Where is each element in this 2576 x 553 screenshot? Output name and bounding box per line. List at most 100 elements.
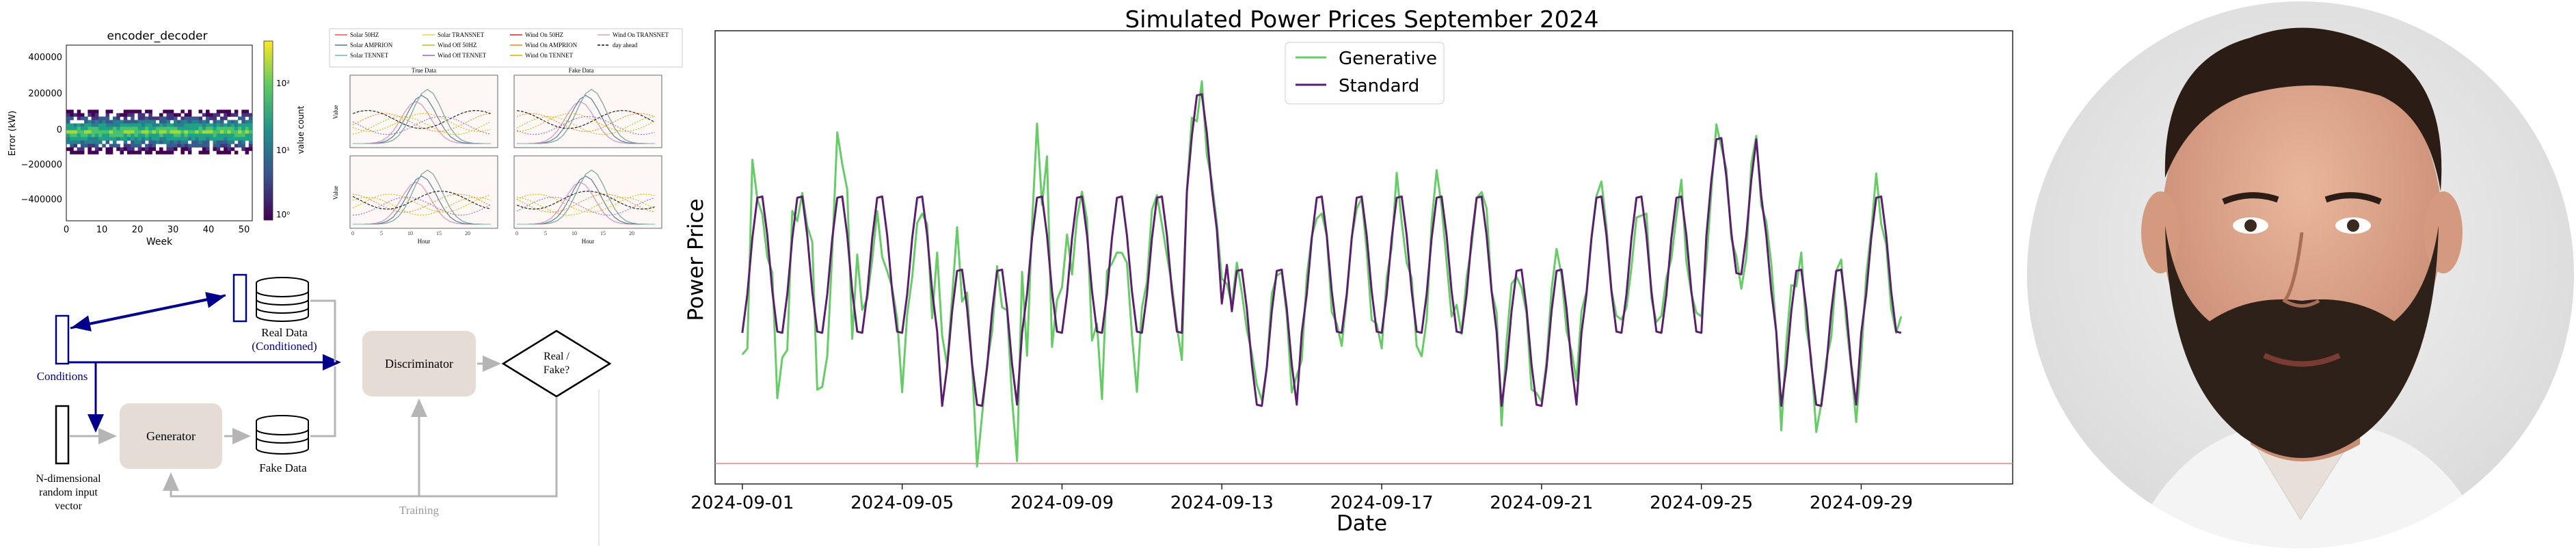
heatmap-cell xyxy=(80,126,85,131)
heatmap-cell xyxy=(94,147,99,151)
heatmap-cell xyxy=(137,144,142,148)
heatmap-cell xyxy=(180,133,185,137)
heatmap-cell xyxy=(241,126,245,131)
heatmap-cell xyxy=(98,123,103,127)
heatmap-cell xyxy=(134,137,138,141)
ts-legend-label: Wind Off TENNET xyxy=(438,52,487,59)
heatmap-cell xyxy=(102,123,106,127)
heatmap-cell xyxy=(206,133,210,137)
ts-series-line xyxy=(517,89,655,144)
heatmap-cell xyxy=(70,126,74,131)
generator-box xyxy=(120,403,222,469)
heatmap-cell xyxy=(170,133,174,137)
heatmap-cell xyxy=(77,116,81,120)
gan-diagram-panel: Conditions Real Data (Conditioned) N-dim… xyxy=(21,260,622,547)
heatmap-cell xyxy=(116,144,120,148)
heatmap-cell xyxy=(206,116,210,120)
heatmap-chart: encoder_decoder 400000 200000 0 −200000 … xyxy=(8,29,306,247)
heatmap-cell xyxy=(173,120,178,124)
heatmap-cell xyxy=(245,147,250,151)
heatmap-cell xyxy=(202,150,206,154)
heatmap-cell xyxy=(141,140,146,144)
heatmap-cell xyxy=(238,144,242,148)
gan-diagram: Conditions Real Data (Conditioned) N-dim… xyxy=(36,273,612,545)
heatmap-cell xyxy=(216,109,221,113)
heatmap-cell xyxy=(84,140,88,144)
heatmap-cell xyxy=(173,130,178,134)
ts-col-title: True Data xyxy=(412,67,436,74)
heatmap-cell xyxy=(227,126,231,131)
heatmap-cell xyxy=(224,150,228,154)
heatmap-cell xyxy=(224,147,228,151)
heatmap-cell xyxy=(219,130,224,134)
heatmap-cell xyxy=(113,140,117,144)
heatmap-cell xyxy=(163,123,167,127)
heatmap-cell xyxy=(80,123,85,127)
heatmap-cell xyxy=(137,133,142,137)
heatmap-cell xyxy=(195,137,199,141)
heatmap-cell xyxy=(70,116,74,120)
heatmap-cell xyxy=(170,137,174,141)
heatmap-cell xyxy=(230,130,235,134)
heatmap-cell xyxy=(137,130,142,134)
heatmap-cell xyxy=(88,147,92,151)
heatmap-cell xyxy=(191,116,196,120)
heatmap-cell xyxy=(120,126,124,131)
heatmap-cell xyxy=(213,116,217,120)
heatmap-cell xyxy=(66,130,70,134)
heatmap-xtick: 0 xyxy=(64,225,69,235)
heatmap-cell xyxy=(94,137,99,141)
heatmap-cell xyxy=(159,140,163,144)
heatmap-cell xyxy=(234,144,239,148)
heatmap-cell xyxy=(241,123,245,127)
ts-xtick: 5 xyxy=(380,230,383,237)
heatmap-cell xyxy=(230,147,235,151)
ts-subplot-fake-bottom xyxy=(513,155,662,229)
heatmap-cell xyxy=(66,113,70,117)
noise-label: N-dimensional xyxy=(36,473,101,485)
heatmap-cell xyxy=(170,140,174,144)
heatmap-cell xyxy=(102,130,106,134)
discriminator-box xyxy=(362,331,476,396)
heatmap-cell xyxy=(102,137,106,141)
heatmap-ytick: −200000 xyxy=(21,160,62,170)
real-data-sub: (Conditioned) xyxy=(252,340,317,353)
heatmap-cell xyxy=(148,144,152,148)
colorbar xyxy=(263,40,273,221)
heatmap-cell xyxy=(155,123,160,127)
heatmap-cell xyxy=(216,150,221,154)
heatmap-cell xyxy=(88,144,92,148)
heatmap-cell xyxy=(159,147,163,151)
heatmap-cell xyxy=(187,113,192,117)
heatmap-cell xyxy=(77,140,81,144)
heatmap-cell xyxy=(123,137,128,141)
heatmap-cell xyxy=(248,120,253,124)
heatmap-cell xyxy=(152,123,157,127)
heatmap-cell xyxy=(116,130,120,134)
heatmap-cell xyxy=(198,120,203,124)
series-line-generative xyxy=(741,80,1903,468)
heatmap-cell xyxy=(248,130,253,134)
heatmap-cell xyxy=(66,116,70,120)
heatmap-cell xyxy=(73,137,77,141)
heatmap-cell xyxy=(123,116,128,120)
heatmap-cell xyxy=(213,120,217,124)
heatmap-cell xyxy=(134,123,138,127)
heatmap-cell xyxy=(141,130,146,134)
heatmap-cell xyxy=(173,126,178,131)
heatmap-cell xyxy=(224,137,228,141)
heatmap-cell xyxy=(177,140,181,144)
heatmap-cell xyxy=(216,123,221,127)
heatmap-cell xyxy=(198,150,203,154)
heatmap-cell xyxy=(213,140,217,144)
colorbar-tick: 10¹ xyxy=(276,146,290,155)
heatmap-cell xyxy=(91,137,96,141)
heatmap-cell xyxy=(131,147,135,151)
heatmap-cell xyxy=(88,123,92,127)
heatmap-cell xyxy=(206,144,210,148)
heatmap-cell xyxy=(241,109,245,113)
colorbar-tick: 10⁰ xyxy=(276,210,290,219)
heatmap-cell xyxy=(91,123,96,127)
heatmap-cell xyxy=(184,116,189,120)
heatmap-cell xyxy=(195,126,199,131)
